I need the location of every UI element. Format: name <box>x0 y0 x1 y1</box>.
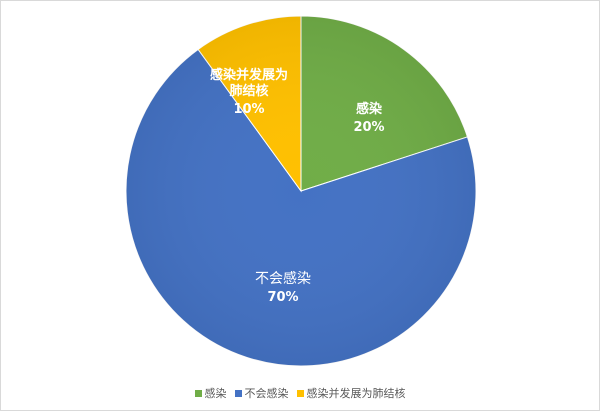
legend: 感染 不会感染 感染并发展为肺结核 <box>1 385 599 401</box>
data-label-category: 肺结核 <box>229 83 268 99</box>
data-label-value: 20% <box>353 120 384 135</box>
legend-label: 感染 <box>204 387 227 400</box>
data-label-value: 10% <box>233 102 264 117</box>
data-label-value: 70% <box>267 290 298 305</box>
legend-swatch <box>194 389 202 397</box>
legend-swatch <box>234 389 242 397</box>
data-label-category: 感染 <box>356 101 383 117</box>
data-label-category: 不会感染 <box>255 270 311 287</box>
legend-item: 感染 <box>194 385 227 401</box>
data-label-category: 感染并发展为 <box>210 67 288 83</box>
legend-label: 感染并发展为肺结核 <box>306 387 406 400</box>
legend-item: 感染并发展为肺结核 <box>296 385 406 401</box>
legend-swatch <box>296 389 304 397</box>
pie-shading <box>126 16 476 366</box>
legend-item: 不会感染 <box>234 385 289 401</box>
legend-label: 不会感染 <box>244 387 289 400</box>
